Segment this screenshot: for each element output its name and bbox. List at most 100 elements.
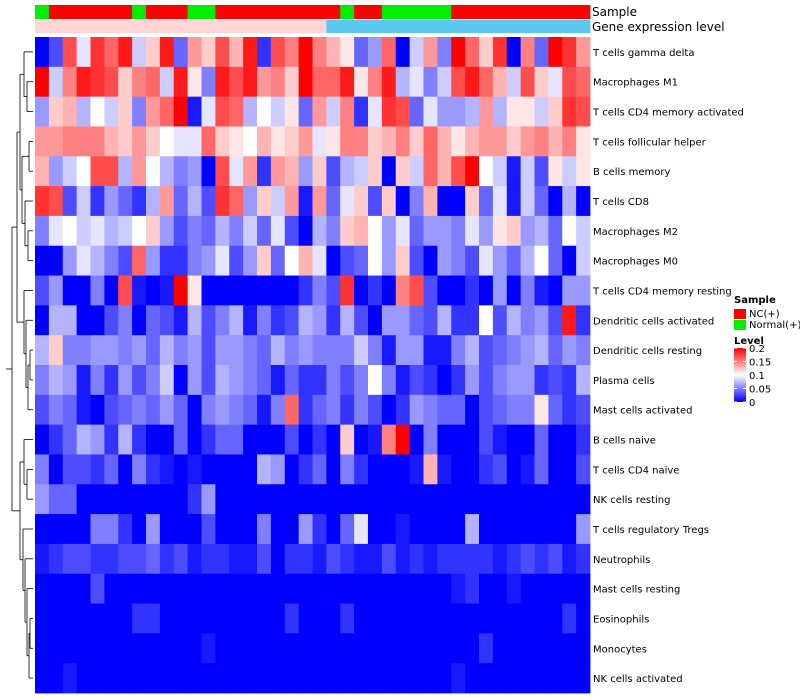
heatmap-cell	[520, 454, 535, 485]
heatmap-cell	[312, 186, 327, 217]
heatmap-cell	[437, 365, 452, 396]
heatmap-cell	[159, 126, 175, 157]
heatmap-cell	[257, 424, 272, 455]
heatmap-cell	[451, 514, 466, 545]
heatmap-cell	[62, 335, 78, 366]
heatmap-cell	[118, 186, 133, 217]
heatmap-cell	[520, 573, 535, 604]
heatmap-cell	[215, 186, 230, 217]
heatmap-cell	[340, 245, 355, 276]
heatmap-cell	[35, 126, 50, 157]
heatmap-cell	[159, 37, 175, 68]
heatmap-cell	[492, 275, 508, 306]
heatmap-cell	[146, 126, 161, 157]
heatmap-cell	[465, 663, 480, 694]
heatmap-cell	[173, 365, 189, 396]
row-dendrogram	[6, 51, 33, 679]
heatmap-cell	[576, 454, 591, 485]
heatmap-cell	[354, 245, 369, 276]
heatmap-cell	[270, 96, 286, 127]
heatmap-cell	[576, 215, 591, 247]
heatmap-cell	[395, 305, 411, 336]
heatmap-cell	[201, 394, 216, 426]
heatmap-cell	[90, 126, 105, 157]
heatmap-cell	[284, 543, 300, 575]
heatmap-cell	[62, 215, 78, 247]
heatmap-cell	[368, 365, 383, 396]
heatmap-cell	[215, 156, 230, 187]
heatmap-cell	[104, 484, 119, 515]
heatmap-cell	[62, 186, 78, 217]
heatmap-cell	[104, 126, 119, 157]
annotation-cell-sample	[146, 5, 161, 19]
heatmap-cell	[118, 484, 133, 515]
heatmap-cell	[90, 335, 105, 366]
heatmap-cell	[201, 66, 216, 98]
heatmap-cell	[465, 37, 480, 68]
heatmap-cell	[48, 126, 64, 157]
heatmap-cell	[354, 215, 369, 247]
heatmap-cell	[381, 603, 397, 634]
heatmap-cell	[368, 484, 383, 515]
heatmap-cell	[562, 365, 577, 396]
heatmap-cell	[132, 454, 147, 485]
heatmap-cell	[576, 424, 591, 455]
heatmap-cell	[229, 126, 244, 157]
heatmap-cell	[340, 454, 355, 485]
heatmap-cell	[76, 543, 91, 575]
heatmap-cell	[395, 394, 411, 426]
heatmap-cell	[132, 335, 147, 366]
heatmap-cell	[104, 365, 119, 396]
heatmap-cell	[534, 424, 549, 455]
heatmap-cell	[173, 37, 189, 68]
heatmap-cell	[146, 514, 161, 545]
row-label: B cells memory	[593, 167, 670, 178]
annotation-cell-sample	[215, 5, 230, 19]
heatmap-cell	[90, 633, 105, 664]
heatmap-cell	[257, 335, 272, 366]
heatmap-cell	[104, 514, 119, 545]
heatmap-cell	[243, 305, 258, 336]
heatmap-cell	[187, 335, 202, 366]
heatmap-cell	[465, 305, 480, 336]
heatmap-cell	[48, 514, 64, 545]
heatmap-cell	[354, 663, 369, 694]
heatmap-cell	[146, 335, 161, 366]
heatmap-cell	[35, 245, 50, 276]
heatmap-cell	[492, 186, 508, 217]
heatmap-cell	[465, 335, 480, 366]
heatmap-cell	[284, 126, 300, 157]
heatmap-cell	[340, 633, 355, 664]
heatmap-cell	[395, 663, 411, 694]
heatmap-cell	[381, 424, 397, 455]
heatmap-cell	[395, 335, 411, 366]
heatmap-cell	[35, 394, 50, 426]
heatmap-cell	[215, 37, 230, 68]
heatmap-cell	[104, 603, 119, 634]
heatmap-cell	[257, 454, 272, 485]
heatmap-cell	[62, 484, 78, 515]
heatmap-cell	[229, 305, 244, 336]
heatmap-cell	[257, 37, 272, 68]
heatmap-cell	[187, 573, 202, 604]
heatmap-cell	[506, 394, 522, 426]
heatmap-cell	[76, 215, 91, 247]
heatmap-cell	[284, 186, 300, 217]
heatmap-cell	[562, 484, 577, 515]
heatmap-cell	[146, 424, 161, 455]
heatmap-cell	[548, 603, 563, 634]
heatmap-cell	[76, 424, 91, 455]
heatmap-cell	[132, 96, 147, 127]
heatmap-cell	[354, 96, 369, 127]
heatmap-cell	[90, 663, 105, 694]
heatmap-cell	[229, 245, 244, 276]
heatmap-cell	[257, 126, 272, 157]
heatmap-cell	[48, 603, 64, 634]
annotation-cell-sample	[104, 5, 119, 19]
heatmap-cell	[257, 573, 272, 604]
heatmap-cell	[201, 484, 216, 515]
heatmap-cell	[506, 365, 522, 396]
heatmap-cell	[215, 543, 230, 575]
heatmap-cell	[173, 335, 189, 366]
heatmap-cell	[312, 573, 327, 604]
